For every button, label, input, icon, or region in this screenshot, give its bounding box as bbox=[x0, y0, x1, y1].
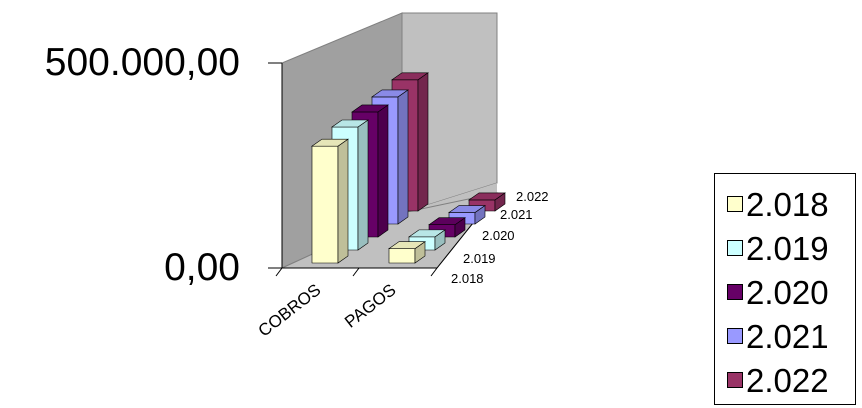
legend: 2.018 2.019 2.020 2.021 2.022 bbox=[714, 173, 856, 405]
legend-label: 2.021 bbox=[746, 317, 829, 355]
legend-item-2.022: 2.022 bbox=[727, 358, 855, 402]
bar-top-face bbox=[351, 104, 389, 113]
bar-pagos-2.018 bbox=[388, 241, 426, 264]
legend-label: 2.018 bbox=[746, 185, 829, 223]
bar-cobros-2.018 bbox=[311, 138, 349, 264]
bar-side-face bbox=[417, 72, 429, 212]
bar-top-face bbox=[448, 205, 486, 213]
legend-label: 2.020 bbox=[746, 273, 829, 311]
bar-top-face bbox=[388, 241, 426, 249]
legend-item-2.019: 2.019 bbox=[727, 226, 855, 270]
bar-top-face bbox=[428, 217, 466, 225]
bar-top-face bbox=[371, 89, 409, 98]
legend-swatch bbox=[727, 372, 743, 388]
bar-side-face bbox=[377, 104, 389, 238]
bar-top-face bbox=[331, 119, 369, 128]
bar-top-face bbox=[311, 138, 349, 147]
legend-swatch bbox=[727, 328, 743, 344]
depth-tick-label-2.018: 2.018 bbox=[451, 271, 484, 286]
y-tick-label-min: 0,00 bbox=[164, 246, 240, 289]
x-tick-mark bbox=[430, 267, 438, 277]
depth-tick-label-2.021: 2.021 bbox=[500, 207, 533, 222]
x-tick-label-pagos: PAGOS bbox=[341, 280, 399, 331]
bar-top-face bbox=[391, 72, 429, 81]
bar-side-face bbox=[357, 119, 369, 251]
legend-label: 2.019 bbox=[746, 229, 829, 267]
depth-tick-label-2.019: 2.019 bbox=[463, 251, 496, 266]
x-tick-label-cobros: COBROS bbox=[255, 280, 325, 340]
legend-label: 2.022 bbox=[746, 361, 829, 399]
bar-side-face bbox=[337, 138, 349, 264]
x-tick-mark bbox=[352, 267, 360, 277]
legend-item-2.018: 2.018 bbox=[727, 182, 855, 226]
legend-swatch bbox=[727, 284, 743, 300]
bar-top-face bbox=[408, 229, 446, 238]
bar-side-face bbox=[397, 89, 409, 225]
legend-item-2.021: 2.021 bbox=[727, 314, 855, 358]
bar-top-face bbox=[468, 192, 506, 201]
legend-item-2.020: 2.020 bbox=[727, 270, 855, 314]
depth-tick-label-2.020: 2.020 bbox=[482, 228, 515, 243]
x-tick-mark bbox=[275, 267, 283, 277]
legend-swatch bbox=[727, 240, 743, 256]
bar-front-face bbox=[311, 145, 339, 264]
depth-tick-label-2.022: 2.022 bbox=[516, 189, 549, 204]
legend-swatch bbox=[727, 196, 743, 212]
bar-front-face bbox=[388, 248, 416, 264]
y-tick-label-max: 500.000,00 bbox=[45, 41, 240, 84]
